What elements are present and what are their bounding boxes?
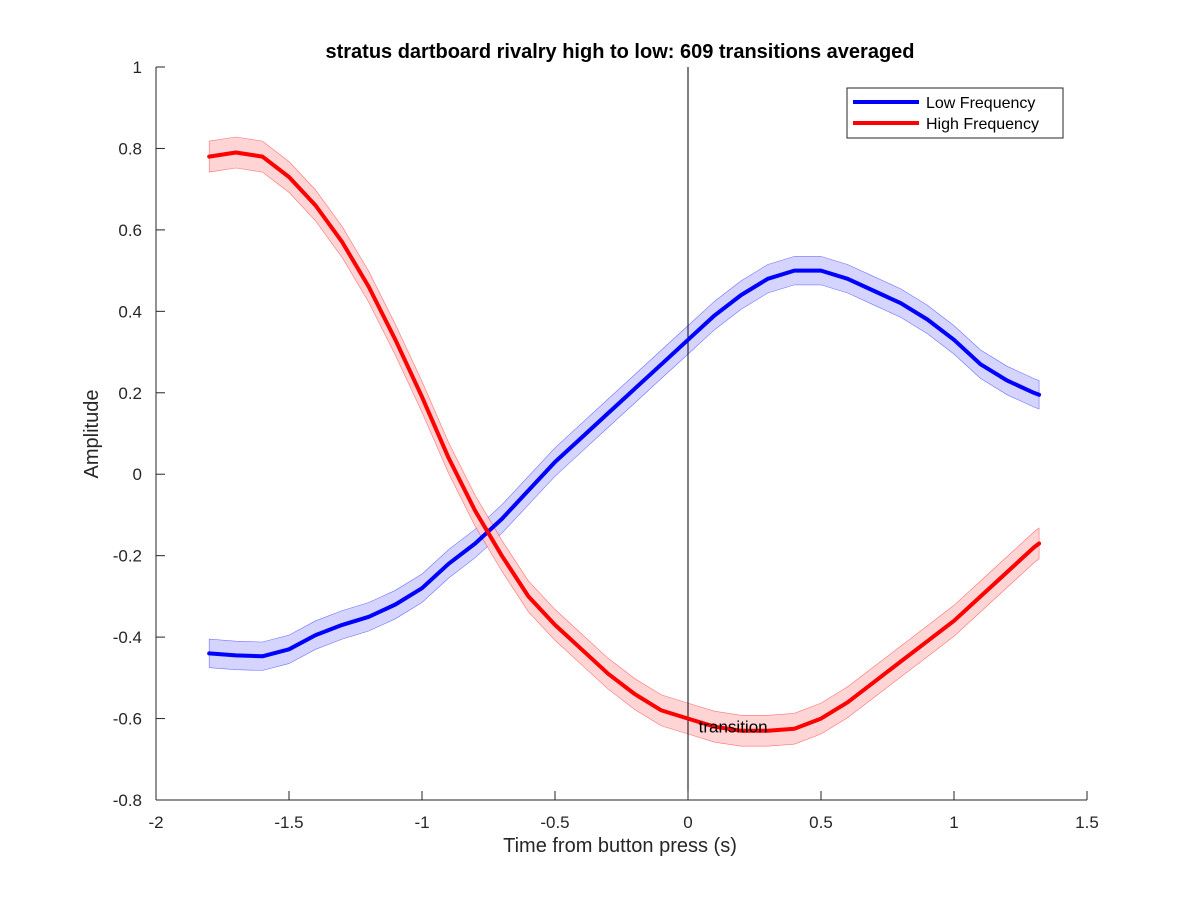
x-tick-label: -1.5 bbox=[274, 813, 303, 832]
legend-box bbox=[846, 87, 1064, 139]
legend: Low Frequency High Frequency bbox=[846, 87, 1064, 139]
y-tick-label: 0 bbox=[133, 465, 142, 484]
legend-label-0: Low Frequency bbox=[926, 95, 1035, 112]
chart-title: stratus dartboard rivalry high to low: 6… bbox=[325, 41, 914, 63]
x-tick-label: -2 bbox=[148, 813, 163, 832]
x-tick-label: 1.5 bbox=[1075, 813, 1099, 832]
series-band-0 bbox=[208, 256, 1040, 671]
y-tick-label: -0.8 bbox=[113, 791, 142, 810]
y-tick-label: 1 bbox=[133, 58, 142, 77]
series-line-0 bbox=[207, 268, 1042, 659]
y-tick-label: 0.2 bbox=[118, 384, 142, 403]
x-axis-title: Time from button press (s) bbox=[503, 835, 737, 857]
x-tick-label: -0.5 bbox=[540, 813, 569, 832]
x-tick-label: 1 bbox=[949, 813, 958, 832]
x-tick-label: -1 bbox=[414, 813, 429, 832]
x-tick-label: 0 bbox=[683, 813, 692, 832]
plot-area: transition bbox=[207, 67, 1042, 800]
x-tick-label: 0.5 bbox=[809, 813, 833, 832]
axes: -2 -1.5 -1 -0.5 0 0.5 1 1.5 -0.8 -0.6 -0.4 -0.2 0 0.2… bbox=[113, 58, 1099, 832]
series-line-1 bbox=[207, 150, 1042, 733]
y-tick-label: -0.2 bbox=[113, 547, 142, 566]
y-tick-label: -0.6 bbox=[113, 710, 142, 729]
y-tick-label: 0.6 bbox=[118, 221, 142, 240]
y-axis-title: Amplitude bbox=[81, 390, 103, 479]
y-tick-label: 0.4 bbox=[118, 302, 142, 321]
annotation-text: transition bbox=[699, 718, 768, 737]
legend-label-1: High Frequency bbox=[926, 116, 1039, 133]
y-tick-label: 0.8 bbox=[118, 139, 142, 158]
series-band-1 bbox=[208, 136, 1040, 747]
y-tick-label: -0.4 bbox=[113, 628, 142, 647]
